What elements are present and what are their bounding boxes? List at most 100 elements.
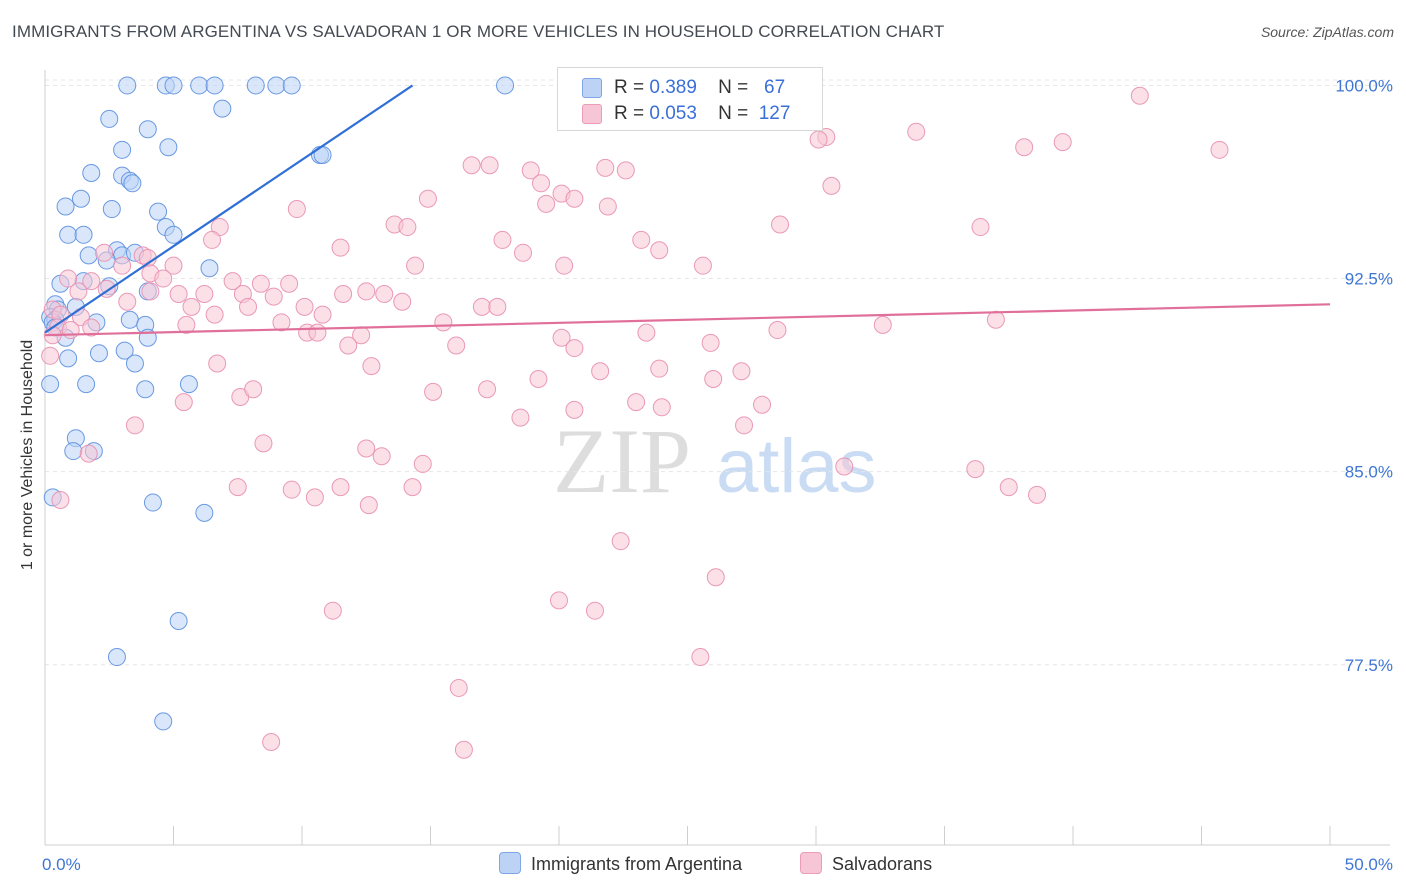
point-argentina — [125, 354, 144, 373]
point-salvadorans — [704, 369, 723, 388]
point-salvadorans — [596, 158, 615, 177]
point-salvadorans — [79, 444, 98, 463]
point-salvadorans — [59, 269, 78, 288]
chart-title: IMMIGRANTS FROM ARGENTINA VS SALVADORAN … — [12, 22, 945, 41]
point-salvadorans — [565, 339, 584, 358]
legend-r-label: R = — [614, 103, 645, 124]
point-salvadorans — [480, 156, 499, 175]
point-salvadorans — [529, 369, 548, 388]
point-salvadorans — [971, 218, 990, 237]
point-salvadorans — [732, 362, 751, 381]
point-argentina — [77, 375, 96, 394]
point-salvadorans — [822, 176, 841, 195]
point-salvadorans — [357, 439, 376, 458]
point-salvadorans — [393, 292, 412, 311]
point-salvadorans — [331, 478, 350, 497]
point-salvadorans — [809, 130, 828, 149]
point-salvadorans — [331, 238, 350, 257]
point-argentina — [102, 200, 121, 219]
point-argentina — [59, 349, 78, 368]
point-salvadorans — [701, 333, 720, 352]
point-salvadorans — [141, 282, 160, 301]
point-salvadorans — [398, 218, 417, 237]
legend-swatch-argentina — [582, 78, 602, 98]
legend-n-value-argentina: 67 — [764, 77, 786, 98]
point-salvadorans — [514, 243, 533, 262]
point-salvadorans — [308, 323, 327, 342]
point-argentina — [164, 225, 183, 244]
trendline-salvadorans — [44, 303, 1331, 337]
point-salvadorans — [406, 256, 425, 275]
point-argentina — [213, 99, 232, 118]
point-salvadorans — [403, 478, 422, 497]
bottom-legend-swatch-salvadorans — [800, 852, 822, 874]
point-salvadorans — [357, 282, 376, 301]
point-salvadorans — [986, 310, 1005, 329]
point-salvadorans — [280, 274, 299, 293]
point-salvadorans — [565, 400, 584, 419]
point-argentina — [246, 76, 265, 95]
point-salvadorans — [205, 305, 224, 324]
point-argentina — [190, 76, 209, 95]
point-argentina — [149, 202, 168, 221]
point-argentina — [169, 611, 188, 630]
point-salvadorans — [228, 478, 247, 497]
point-salvadorans — [264, 287, 283, 306]
point-salvadorans — [493, 230, 512, 249]
point-argentina — [74, 225, 93, 244]
point-salvadorans — [768, 321, 787, 340]
point-salvadorans — [472, 297, 491, 316]
point-salvadorans — [295, 297, 314, 316]
bottom-legend-label-salvadorans: Salvadorans — [832, 854, 933, 874]
point-salvadorans — [61, 321, 80, 340]
point-salvadorans — [462, 156, 481, 175]
point-argentina — [89, 344, 108, 363]
point-salvadorans — [652, 398, 671, 417]
bottom-legend-label-argentina: Immigrants from Argentina — [531, 854, 743, 874]
point-salvadorans — [413, 454, 432, 473]
point-salvadorans — [287, 200, 306, 219]
point-salvadorans — [254, 434, 273, 453]
legend-n-label: N = — [718, 103, 749, 124]
point-argentina — [107, 648, 126, 667]
legend-r-value-argentina: 0.389 — [649, 77, 697, 98]
bottom-legend-salvadorans: Salvadorans — [800, 852, 932, 875]
point-salvadorans — [565, 189, 584, 208]
point-argentina — [267, 76, 286, 95]
point-argentina — [118, 76, 137, 95]
series-salvadorans — [41, 86, 1229, 759]
point-argentina — [82, 163, 101, 182]
point-salvadorans — [735, 416, 754, 435]
point-argentina — [71, 189, 90, 208]
point-argentina — [496, 76, 515, 95]
point-argentina — [64, 442, 83, 461]
point-salvadorans — [627, 393, 646, 412]
point-salvadorans — [41, 346, 60, 365]
point-salvadorans — [591, 362, 610, 381]
point-salvadorans — [706, 568, 725, 587]
point-salvadorans — [434, 313, 453, 332]
point-salvadorans — [195, 285, 214, 304]
point-salvadorans — [113, 256, 132, 275]
point-salvadorans — [69, 282, 88, 301]
point-salvadorans — [488, 297, 507, 316]
point-argentina — [56, 197, 75, 216]
point-salvadorans — [873, 315, 892, 334]
point-salvadorans — [372, 447, 391, 466]
point-argentina — [115, 341, 134, 360]
legend-swatch-salvadorans — [582, 104, 602, 124]
point-salvadorans — [1015, 138, 1034, 157]
point-salvadorans — [552, 328, 571, 347]
point-salvadorans — [424, 382, 443, 401]
point-salvadorans — [334, 285, 353, 304]
point-argentina — [179, 375, 198, 394]
point-argentina — [136, 380, 155, 399]
x-tick-label: 50.0% — [1345, 855, 1393, 874]
point-salvadorans — [511, 408, 530, 427]
point-salvadorans — [154, 269, 173, 288]
point-argentina — [164, 76, 183, 95]
point-salvadorans — [418, 189, 437, 208]
point-salvadorans — [555, 256, 574, 275]
point-salvadorans — [1053, 133, 1072, 152]
